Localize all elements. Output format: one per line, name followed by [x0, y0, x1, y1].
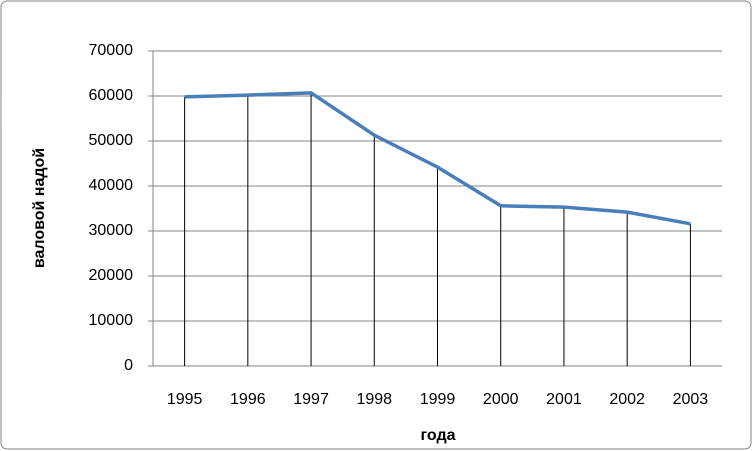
y-tick-label: 30000 [89, 222, 134, 239]
y-tick-label: 50000 [89, 132, 134, 149]
y-tick-label: 60000 [89, 87, 134, 104]
y-tick-label: 20000 [89, 267, 134, 284]
y-axis-label: валовой надой [31, 148, 48, 268]
x-tick-label: 2002 [609, 391, 645, 408]
x-axis-label: года [420, 427, 455, 444]
x-tick-label: 1996 [230, 391, 266, 408]
x-tick-label: 2000 [483, 391, 519, 408]
y-tick-label: 0 [124, 357, 133, 374]
x-tick-label: 1999 [420, 391, 456, 408]
x-tick-label: 2001 [546, 391, 582, 408]
x-tick-label: 1998 [356, 391, 392, 408]
y-tick-label: 10000 [89, 312, 134, 329]
x-tick-label: 1997 [293, 391, 329, 408]
y-tick-label: 40000 [89, 177, 134, 194]
x-tick-label: 1995 [167, 391, 203, 408]
series-line [184, 91, 691, 226]
x-tick-label: 2003 [673, 391, 709, 408]
y-tick-label: 70000 [89, 42, 134, 59]
